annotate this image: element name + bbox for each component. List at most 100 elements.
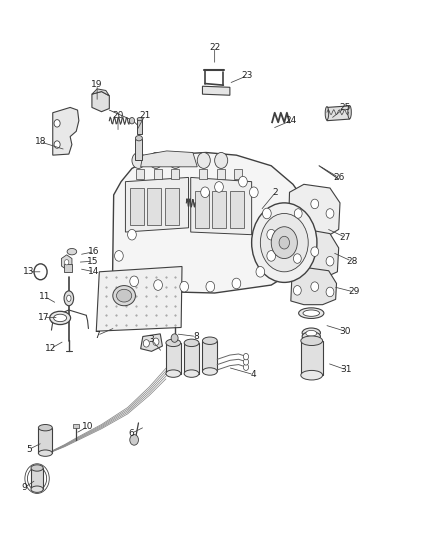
Text: 8: 8 — [194, 332, 199, 341]
Bar — [64, 264, 72, 272]
Circle shape — [262, 208, 271, 219]
Bar — [136, 169, 144, 179]
Bar — [147, 188, 161, 225]
Ellipse shape — [53, 314, 67, 321]
Polygon shape — [202, 86, 230, 95]
Ellipse shape — [135, 135, 142, 141]
Bar — [31, 468, 43, 489]
Circle shape — [34, 264, 47, 280]
Ellipse shape — [299, 308, 324, 318]
Text: 2: 2 — [273, 188, 279, 197]
Circle shape — [267, 229, 276, 240]
Circle shape — [256, 266, 265, 277]
Polygon shape — [291, 268, 336, 305]
Polygon shape — [92, 89, 110, 96]
Text: 22: 22 — [209, 43, 220, 52]
Polygon shape — [53, 108, 79, 155]
Circle shape — [326, 209, 334, 218]
Bar — [230, 191, 244, 228]
Circle shape — [326, 287, 334, 297]
Circle shape — [311, 199, 319, 209]
Bar — [195, 191, 209, 228]
Circle shape — [169, 152, 182, 168]
Circle shape — [129, 117, 134, 124]
Text: 7: 7 — [94, 331, 100, 340]
Bar — [165, 188, 179, 225]
Text: 20: 20 — [112, 111, 124, 120]
Circle shape — [232, 278, 241, 289]
Text: 26: 26 — [333, 173, 344, 182]
Text: 31: 31 — [341, 366, 352, 374]
Bar — [184, 343, 199, 374]
Text: 27: 27 — [339, 233, 351, 242]
Bar — [199, 169, 207, 179]
Ellipse shape — [184, 370, 199, 377]
Text: 6: 6 — [128, 429, 134, 438]
Polygon shape — [141, 334, 162, 351]
Bar — [154, 169, 162, 179]
Ellipse shape — [184, 339, 199, 346]
Bar — [202, 341, 217, 372]
Ellipse shape — [166, 370, 181, 377]
Text: 4: 4 — [251, 370, 257, 379]
Circle shape — [244, 364, 249, 370]
Text: 17: 17 — [38, 313, 49, 322]
Bar — [130, 188, 144, 225]
Bar — [137, 119, 142, 134]
Ellipse shape — [64, 291, 74, 306]
Circle shape — [54, 141, 60, 148]
Polygon shape — [290, 229, 339, 280]
Circle shape — [153, 338, 159, 345]
Circle shape — [180, 281, 188, 292]
Ellipse shape — [31, 465, 43, 471]
Text: 3: 3 — [148, 335, 155, 344]
Circle shape — [127, 229, 136, 240]
Polygon shape — [289, 184, 340, 237]
Text: 24: 24 — [285, 116, 297, 125]
Circle shape — [132, 152, 145, 168]
Ellipse shape — [302, 328, 321, 337]
Ellipse shape — [166, 339, 181, 346]
Ellipse shape — [67, 295, 71, 302]
Text: 21: 21 — [139, 111, 151, 120]
Text: 13: 13 — [23, 268, 35, 276]
Circle shape — [311, 282, 319, 292]
Text: 9: 9 — [21, 483, 27, 492]
Text: 29: 29 — [348, 287, 360, 296]
Ellipse shape — [117, 289, 132, 302]
Text: 19: 19 — [92, 80, 103, 89]
Text: 16: 16 — [88, 247, 100, 256]
Ellipse shape — [31, 486, 43, 492]
Circle shape — [260, 214, 308, 272]
Ellipse shape — [64, 260, 69, 265]
Circle shape — [154, 280, 162, 290]
Bar — [171, 169, 179, 179]
Text: 11: 11 — [39, 292, 51, 301]
Circle shape — [267, 251, 276, 261]
Ellipse shape — [301, 370, 322, 380]
Circle shape — [206, 281, 215, 292]
Circle shape — [143, 340, 149, 347]
Circle shape — [239, 176, 247, 187]
Bar — [212, 191, 226, 228]
Ellipse shape — [137, 117, 142, 120]
Text: 30: 30 — [339, 327, 351, 336]
Bar — [234, 169, 242, 179]
Circle shape — [201, 187, 209, 198]
Ellipse shape — [39, 424, 52, 431]
Circle shape — [215, 152, 228, 168]
Ellipse shape — [301, 336, 322, 345]
Circle shape — [271, 227, 297, 259]
Ellipse shape — [113, 286, 135, 306]
Text: 25: 25 — [339, 103, 351, 112]
Bar — [73, 424, 79, 427]
Ellipse shape — [49, 311, 71, 325]
Circle shape — [130, 276, 138, 287]
Circle shape — [279, 236, 290, 249]
Circle shape — [149, 152, 162, 168]
Circle shape — [197, 152, 210, 168]
Circle shape — [171, 334, 178, 342]
Text: 28: 28 — [346, 257, 357, 265]
Circle shape — [250, 187, 258, 198]
Bar — [166, 343, 181, 374]
